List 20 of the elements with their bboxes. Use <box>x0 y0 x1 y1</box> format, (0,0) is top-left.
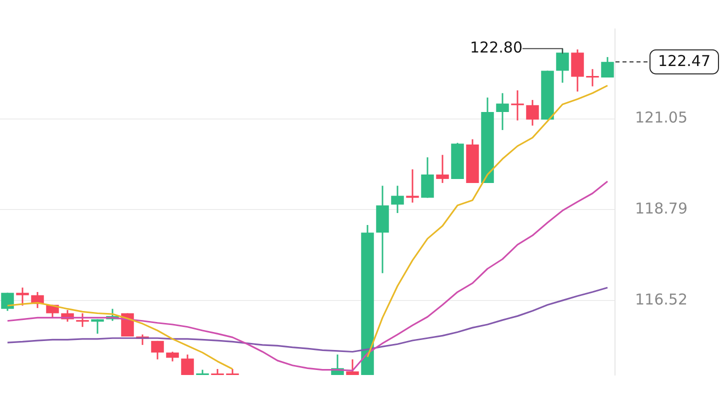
candlestick <box>166 350 179 362</box>
candlestick <box>76 312 89 328</box>
candlestick <box>181 354 194 375</box>
candlestick <box>556 48 569 84</box>
candlestick <box>601 56 614 78</box>
candlestick <box>511 90 524 122</box>
ref-line-label: 122.47 <box>658 52 710 70</box>
y-tick-label: 121.05 <box>635 108 688 127</box>
y-tick-label: 116.52 <box>635 290 688 308</box>
candlestick <box>346 358 359 375</box>
candlestick <box>406 168 419 204</box>
candlestick <box>496 92 509 131</box>
candlestick <box>586 68 599 88</box>
candlestick <box>436 154 449 184</box>
annotation: 122.80 <box>470 38 522 57</box>
candlestick <box>526 99 539 126</box>
candlestick <box>391 185 404 214</box>
y-tick-label: 118.79 <box>635 199 688 218</box>
candlestick <box>151 340 164 360</box>
candlestick <box>421 156 434 199</box>
